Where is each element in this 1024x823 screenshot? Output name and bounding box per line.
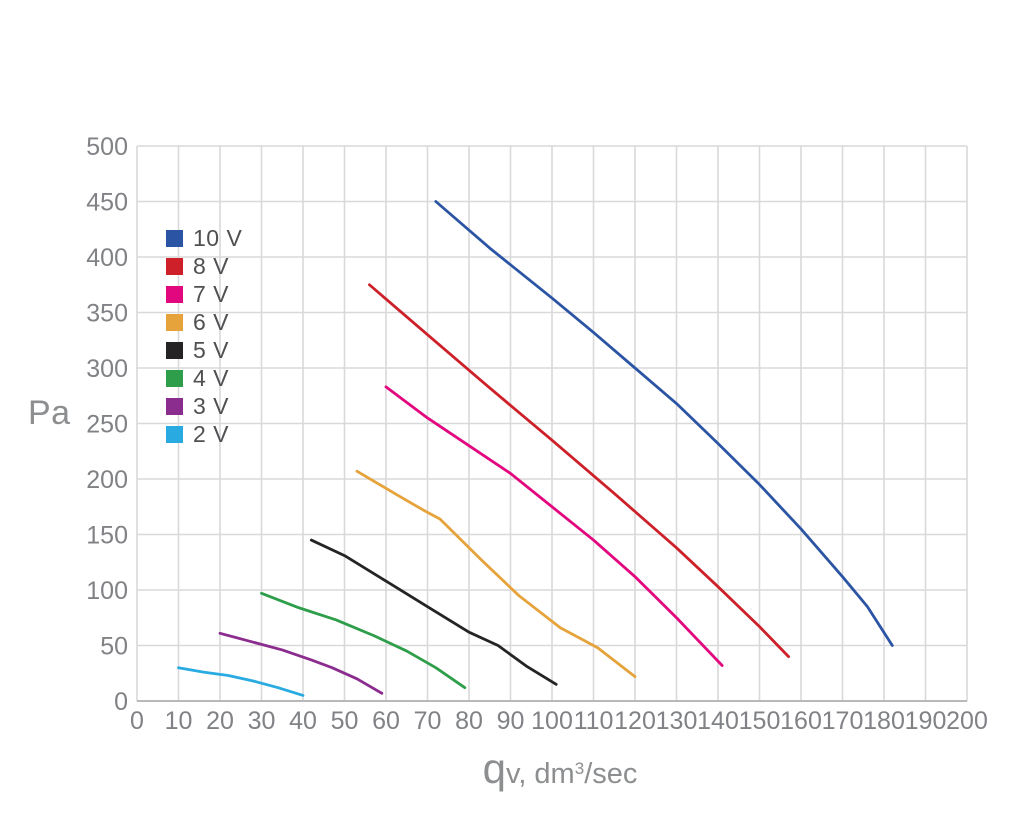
curve-2v <box>177 666 305 697</box>
x-tick-label: 160 <box>780 707 822 735</box>
legend-swatch <box>166 257 183 275</box>
legend-item-2v: 2 V <box>166 420 242 448</box>
legend-label: 5 V <box>193 336 230 363</box>
curve-8v <box>367 283 790 658</box>
legend-item-7v: 7 V <box>166 280 242 308</box>
legend-label: 6 V <box>193 308 230 335</box>
curve-6v <box>355 469 637 678</box>
legend-swatch <box>166 341 183 359</box>
y-tick-label: 400 <box>86 244 128 272</box>
legend-item-5v: 5 V <box>166 336 242 364</box>
x-tick-label: 40 <box>289 707 317 735</box>
legend-swatch <box>166 313 183 331</box>
legend-label: 3 V <box>193 392 230 419</box>
x-axis-title-symbol: q <box>482 745 506 792</box>
x-tick-label: 60 <box>372 707 400 735</box>
legend-item-6v: 6 V <box>166 308 242 336</box>
y-tick-label: 250 <box>86 411 128 439</box>
curve-3v <box>218 631 384 695</box>
x-tick-label: 110 <box>574 707 614 735</box>
curve-5v <box>309 538 558 686</box>
legend-label: 8 V <box>193 252 230 279</box>
x-tick-label: 200 <box>946 707 988 735</box>
x-tick-label: 170 <box>822 707 864 735</box>
legend-label: 7 V <box>193 280 230 307</box>
legend-swatch <box>166 369 183 387</box>
legend-item-8v: 8 V <box>166 252 242 280</box>
y-tick-label: 500 <box>86 133 128 161</box>
x-tick-label: 10 <box>165 707 193 735</box>
y-tick-label: 450 <box>86 189 128 217</box>
legend-swatch <box>166 229 183 247</box>
curve-4v <box>260 591 467 690</box>
legend-item-10v: 10 V <box>166 224 242 252</box>
x-tick-label: 70 <box>414 707 442 735</box>
legend-swatch <box>166 397 183 415</box>
y-tick-label: 350 <box>86 300 128 328</box>
legend-swatch <box>166 425 183 443</box>
x-tick-label: 100 <box>531 707 573 735</box>
x-tick-label: 150 <box>739 707 781 735</box>
legend-item-4v: 4 V <box>166 364 242 392</box>
y-tick-label: 200 <box>86 466 128 494</box>
curve-10v <box>434 200 894 647</box>
y-tick-label: 50 <box>100 633 128 661</box>
legend-swatch <box>166 285 183 303</box>
x-tick-label: 120 <box>614 707 656 735</box>
y-tick-label: 0 <box>114 688 128 716</box>
y-tick-label: 150 <box>86 522 128 550</box>
x-tick-label: 90 <box>497 707 525 735</box>
x-tick-label: 140 <box>697 707 739 735</box>
legend-label: 2 V <box>193 420 230 447</box>
x-axis-title: qv, dm3/sec <box>400 748 720 791</box>
grid-lines <box>136 145 968 702</box>
x-axis-title-exponent: 3 <box>574 759 585 778</box>
x-tick-label: 180 <box>863 707 905 735</box>
y-tick-label: 100 <box>86 577 128 605</box>
x-tick-label: 30 <box>248 707 276 735</box>
legend-label: 10 V <box>193 224 243 251</box>
curve-7v <box>384 385 724 667</box>
x-tick-label: 80 <box>455 707 483 735</box>
x-tick-label: 50 <box>331 707 359 735</box>
y-tick-label: 300 <box>86 355 128 383</box>
y-axis-title: Pa <box>28 394 71 432</box>
x-axis-title-units-tail: /sec <box>584 758 638 790</box>
x-tick-label: 20 <box>206 707 234 735</box>
x-tick-label: 190 <box>905 707 947 735</box>
legend-label: 4 V <box>193 364 230 391</box>
x-tick-label: 130 <box>656 707 698 735</box>
x-axis-title-units: v, dm <box>505 758 575 790</box>
legend-item-3v: 3 V <box>166 392 242 420</box>
x-tick-label: 0 <box>130 707 144 735</box>
